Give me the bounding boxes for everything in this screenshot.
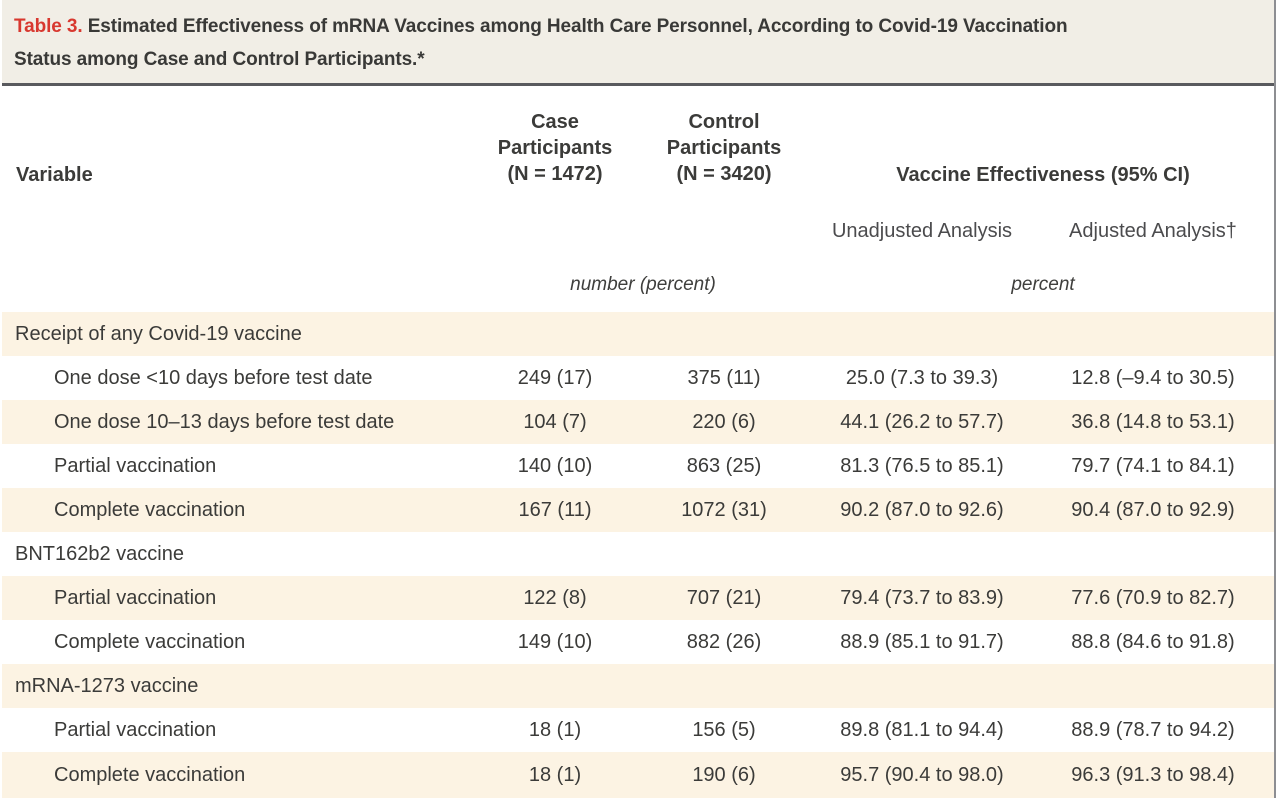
table-row: Partial vaccination 18 (1) 156 (5) 89.8 (81… [2, 708, 1274, 752]
row-label: Partial vaccination [54, 718, 217, 741]
cell-unadjusted: 89.8 (81.1 to 94.4) [840, 718, 1004, 741]
table-body: Receipt of any Covid-19 vaccine One dose … [2, 312, 1274, 798]
row-label: One dose 10–13 days before test date [54, 410, 395, 433]
row-label: mRNA-1273 vaccine [15, 674, 199, 697]
cell-unadjusted: 90.2 (87.0 to 92.6) [840, 498, 1004, 521]
cell-case: 104 (7) [523, 410, 587, 433]
cell-unadjusted: 95.7 (90.4 to 98.0) [840, 763, 1004, 786]
table-row: Partial vaccination 140 (10) 863 (25) 81.3 … [2, 444, 1274, 488]
table-row: Complete vaccination 18 (1) 190 (6) 95.7 (9… [2, 752, 1274, 798]
units-number-percent: number (percent) [570, 274, 716, 295]
row-label: One dose <10 days before test date [54, 366, 373, 389]
cell-unadjusted: 44.1 (26.2 to 57.7) [840, 410, 1004, 433]
table-title-bar: Table 3. Estimated Effectiveness of mRNA… [2, 0, 1274, 86]
section-row: mRNA-1273 vaccine [2, 664, 1274, 708]
cell-unadjusted: 88.9 (85.1 to 91.7) [840, 630, 1004, 653]
header-sub-row: Unadjusted Analysis Adjusted Analysis† [2, 188, 1274, 258]
col-header-unadjusted-analysis: Unadjusted Analysis [831, 219, 1013, 242]
row-label: Partial vaccination [54, 586, 217, 609]
cell-case: 149 (10) [517, 630, 593, 653]
table-title-line2: Status among Case and Control Participan… [14, 49, 425, 70]
cell-case: 167 (11) [518, 498, 592, 521]
row-label: Complete vaccination [54, 630, 246, 653]
cell-control: 190 (6) [692, 763, 756, 786]
col-header-case-line1: Case [531, 111, 579, 133]
header-main-row: Variable Case Participants (N = 1472) Co… [2, 86, 1274, 188]
cell-adjusted: 36.8 (14.8 to 53.1) [1071, 410, 1235, 433]
cell-case: 18 (1) [528, 718, 582, 741]
table-row: One dose <10 days before test date 249 (1… [2, 356, 1274, 400]
col-header-control-participants: Control Participants (N = 3420) [636, 109, 812, 187]
header-units-row: number (percent) percent [2, 258, 1274, 312]
row-label: BNT162b2 vaccine [15, 542, 184, 565]
cell-control: 220 (6) [692, 410, 756, 433]
cell-control: 156 (5) [692, 718, 756, 741]
col-header-case-line3: (N = 1472) [507, 163, 603, 185]
cell-adjusted: 79.7 (74.1 to 84.1) [1071, 454, 1235, 477]
row-label: Partial vaccination [54, 454, 217, 477]
table-row: Complete vaccination 167 (11) 1072 (31) 90.… [2, 488, 1274, 532]
section-row: Receipt of any Covid-19 vaccine [2, 312, 1274, 356]
row-label: Complete vaccination [54, 498, 246, 521]
col-header-vaccine-effectiveness: Vaccine Effectiveness (95% CI) [896, 164, 1190, 186]
cell-control: 707 (21) [686, 586, 762, 609]
cell-adjusted: 90.4 (87.0 to 92.9) [1071, 498, 1235, 521]
row-label: Receipt of any Covid-19 vaccine [15, 322, 302, 345]
col-header-adjusted-analysis: Adjusted Analysis† [1069, 219, 1237, 242]
col-header-case-participants: Case Participants (N = 1472) [474, 109, 636, 187]
cell-adjusted: 96.3 (91.3 to 98.4) [1071, 763, 1235, 786]
cell-control: 375 (11) [687, 366, 761, 389]
cell-unadjusted: 79.4 (73.7 to 83.9) [840, 586, 1004, 609]
section-row: BNT162b2 vaccine [2, 532, 1274, 576]
cell-adjusted: 88.8 (84.6 to 91.8) [1071, 630, 1235, 653]
col-header-variable: Variable [16, 164, 93, 186]
table-header: Variable Case Participants (N = 1472) Co… [2, 86, 1274, 312]
cell-case: 140 (10) [517, 454, 593, 477]
cell-adjusted: 88.9 (78.7 to 94.2) [1071, 718, 1235, 741]
cell-unadjusted: 25.0 (7.3 to 39.3) [845, 366, 999, 389]
cell-control: 863 (25) [686, 454, 762, 477]
cell-adjusted: 12.8 (–9.4 to 30.5) [1071, 366, 1235, 389]
table-row: Partial vaccination 122 (8) 707 (21) 79.4 (… [2, 576, 1274, 620]
cell-adjusted: 77.6 (70.9 to 82.7) [1071, 586, 1235, 609]
cell-control: 882 (26) [686, 630, 762, 653]
row-label: Complete vaccination [54, 763, 246, 786]
cell-case: 122 (8) [523, 586, 587, 609]
col-header-case-line2: Participants [497, 137, 613, 159]
col-header-control-line2: Participants [666, 137, 782, 159]
col-header-control-line3: (N = 3420) [676, 163, 772, 185]
cell-case: 249 (17) [517, 366, 593, 389]
table-title-line1: Estimated Effectiveness of mRNA Vaccines… [87, 16, 1068, 37]
cell-case: 18 (1) [528, 763, 582, 786]
col-header-control-line1: Control [688, 111, 760, 133]
cell-unadjusted: 81.3 (76.5 to 85.1) [840, 454, 1004, 477]
cell-control: 1072 (31) [681, 498, 767, 521]
table-row: One dose 10–13 days before test date 104 … [2, 400, 1274, 444]
table-row: Complete vaccination 149 (10) 882 (26) 88.9… [2, 620, 1274, 664]
units-percent: percent [1011, 274, 1075, 295]
table-number-label: Table 3. [14, 16, 83, 37]
